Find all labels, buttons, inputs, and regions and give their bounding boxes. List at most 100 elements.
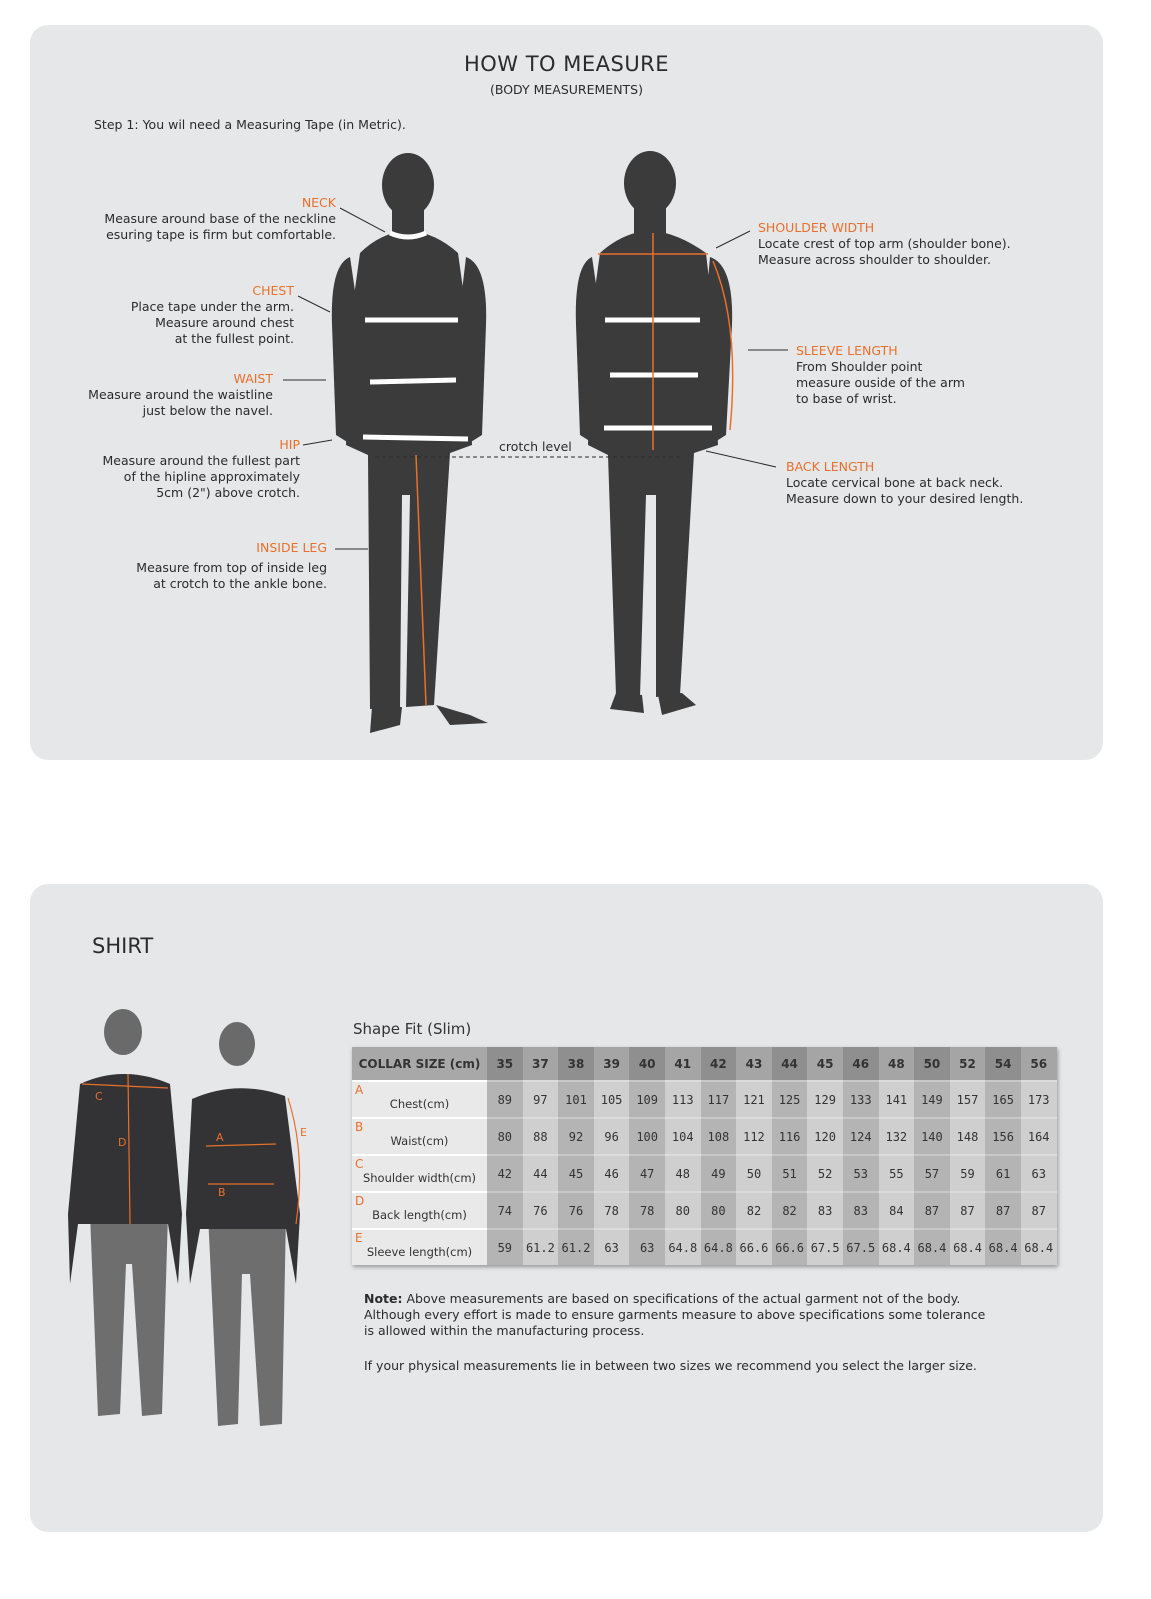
neck-text: esuring tape is firm but comfortable.	[106, 227, 336, 242]
table-cell: 156	[985, 1117, 1021, 1155]
hip-label: HIP	[279, 437, 300, 452]
table-row: D Back length(cm) 74 76 76 78 78 80 80 82 82 83 83 84…	[352, 1191, 1057, 1229]
size-header: 48	[878, 1047, 915, 1081]
row-label-cell: A Chest(cm)	[352, 1080, 487, 1118]
back-length-text: Measure down to your desired length.	[786, 491, 1024, 506]
back-figure-legs	[90, 1214, 286, 1426]
size-table: COLLAR SIZE (cm) 35 37 38 39 40 41 42 43 44 45 46 48…	[352, 1047, 1057, 1265]
back-figure	[575, 151, 733, 715]
table-cell: 42	[487, 1154, 523, 1192]
table-cell: 46	[593, 1154, 630, 1192]
table-cell: 109	[629, 1080, 665, 1118]
table-cell: 67.5	[807, 1228, 843, 1265]
table-cell: 68.4	[878, 1228, 915, 1265]
row-label-cell: D Back length(cm)	[352, 1191, 487, 1229]
table-cell: 64.8	[700, 1228, 737, 1265]
table-cell: 112	[736, 1117, 772, 1155]
table-cell: 82	[771, 1191, 808, 1229]
sleeve-length-annotation: SLEEVE LENGTH From Shoulder point measur…	[796, 343, 965, 407]
sleeve-length-text: From Shoulder point	[796, 359, 923, 374]
row-letter: E	[355, 1231, 363, 1245]
table-cell: 116	[771, 1117, 808, 1155]
shoulder-width-text: Locate crest of top arm (shoulder bone).	[758, 236, 1011, 251]
note: Note: Above measurements are based on sp…	[364, 1291, 985, 1339]
table-cell: 83	[807, 1191, 843, 1229]
table-cell: 61	[985, 1154, 1021, 1192]
table-cell: 55	[878, 1154, 915, 1192]
shirt-title: SHIRT	[92, 934, 154, 958]
chest-annotation: CHEST Place tape under the arm. Measure …	[30, 283, 294, 347]
size-header: 37	[522, 1047, 559, 1081]
table-cell: 68.4	[985, 1228, 1021, 1265]
hip-text: 5cm (2") above crotch.	[156, 485, 300, 500]
table-cell: 113	[664, 1080, 701, 1118]
shoulder-width-label: SHOULDER WIDTH	[758, 220, 875, 235]
table-cell: 76	[558, 1191, 594, 1229]
back-length-annotation: BACK LENGTH Locate cervical bone at back…	[786, 459, 1023, 507]
waist-label: WAIST	[233, 371, 273, 386]
table-cell: 173	[1020, 1080, 1057, 1118]
table-cell: 44	[522, 1154, 559, 1192]
table-cell: 63	[629, 1228, 665, 1265]
back-length-text: Locate cervical bone at back neck.	[786, 475, 1004, 490]
table-cell: 165	[985, 1080, 1021, 1118]
table-row: A Chest(cm) 89 97 101 105 109 113 117 121 125 129 13…	[352, 1080, 1057, 1118]
figure-letter-c: C	[95, 1090, 103, 1103]
sleeve-length-text: to base of wrist.	[796, 391, 897, 406]
row-label: Shoulder width(cm)	[362, 1170, 477, 1185]
chest-text: Measure around chest	[155, 315, 294, 330]
size-header: 41	[664, 1047, 701, 1081]
table-cell: 78	[629, 1191, 665, 1229]
table-cell: 52	[807, 1154, 843, 1192]
step-instruction: Step 1: You wil need a Measuring Tape (i…	[94, 117, 406, 132]
table-cell: 121	[736, 1080, 772, 1118]
collar-size-header: COLLAR SIZE (cm)	[352, 1047, 487, 1081]
inside-leg-label: INSIDE LEG	[256, 540, 327, 555]
chest-text: Place tape under the arm.	[130, 299, 294, 314]
table-row: E Sleeve length(cm) 59 61.2 61.2 63 63 64.8 64.8…	[352, 1228, 1057, 1265]
size-header: 38	[558, 1047, 594, 1081]
table-cell: 157	[949, 1080, 986, 1118]
figure-letter-b: B	[218, 1186, 226, 1199]
table-cell: 68.4	[1020, 1228, 1057, 1265]
waist-annotation: WAIST Measure around the waistline just …	[30, 371, 273, 419]
figure-letter-e: E	[300, 1126, 307, 1139]
row-label: Chest(cm)	[389, 1096, 450, 1111]
table-cell: 97	[522, 1080, 559, 1118]
table-cell: 96	[593, 1117, 630, 1155]
table-cell: 59	[487, 1228, 523, 1265]
table-cell: 132	[878, 1117, 915, 1155]
table-cell: 125	[771, 1080, 808, 1118]
row-label: Back length(cm)	[372, 1207, 467, 1222]
size-header: 39	[593, 1047, 630, 1081]
table-cell: 87	[1020, 1191, 1057, 1229]
crotch-level-label: crotch level	[499, 439, 572, 454]
size-header: 35	[487, 1047, 523, 1081]
row-letter: A	[355, 1083, 364, 1097]
table-cell: 59	[949, 1154, 986, 1192]
table-cell: 84	[878, 1191, 915, 1229]
shirt-figures: A B C D E	[68, 1009, 307, 1426]
table-cell: 108	[700, 1117, 737, 1155]
neck-label: NECK	[301, 195, 336, 210]
page-subtitle: (BODY MEASUREMENTS)	[489, 82, 643, 97]
tape-lines	[362, 230, 712, 442]
neck-annotation: NECK Measure around base of the neckline…	[30, 195, 336, 243]
leader-lines	[283, 207, 788, 550]
table-cell: 76	[522, 1191, 559, 1229]
note-text: Although every effort is made to ensure …	[364, 1307, 986, 1322]
inside-leg-text: Measure from top of inside leg	[136, 560, 327, 575]
size-header: 40	[629, 1047, 665, 1081]
table-cell: 63	[1020, 1154, 1057, 1192]
table-cell: 50	[736, 1154, 772, 1192]
row-letter: C	[355, 1157, 364, 1171]
table-title: Shape Fit (Slim)	[353, 1020, 472, 1038]
table-cell: 61.2	[558, 1228, 594, 1265]
table-cell: 49	[700, 1154, 737, 1192]
table-cell: 129	[807, 1080, 843, 1118]
inside-leg-annotation: INSIDE LEG Measure from top of inside le…	[30, 540, 327, 592]
table-cell: 48	[664, 1154, 701, 1192]
table-cell: 74	[487, 1191, 523, 1229]
shirt-size-card: A B C D E SHIRT Shape Fit (Slim) COLLAR …	[30, 884, 1103, 1532]
hip-text: of the hipline approximately	[123, 469, 300, 484]
